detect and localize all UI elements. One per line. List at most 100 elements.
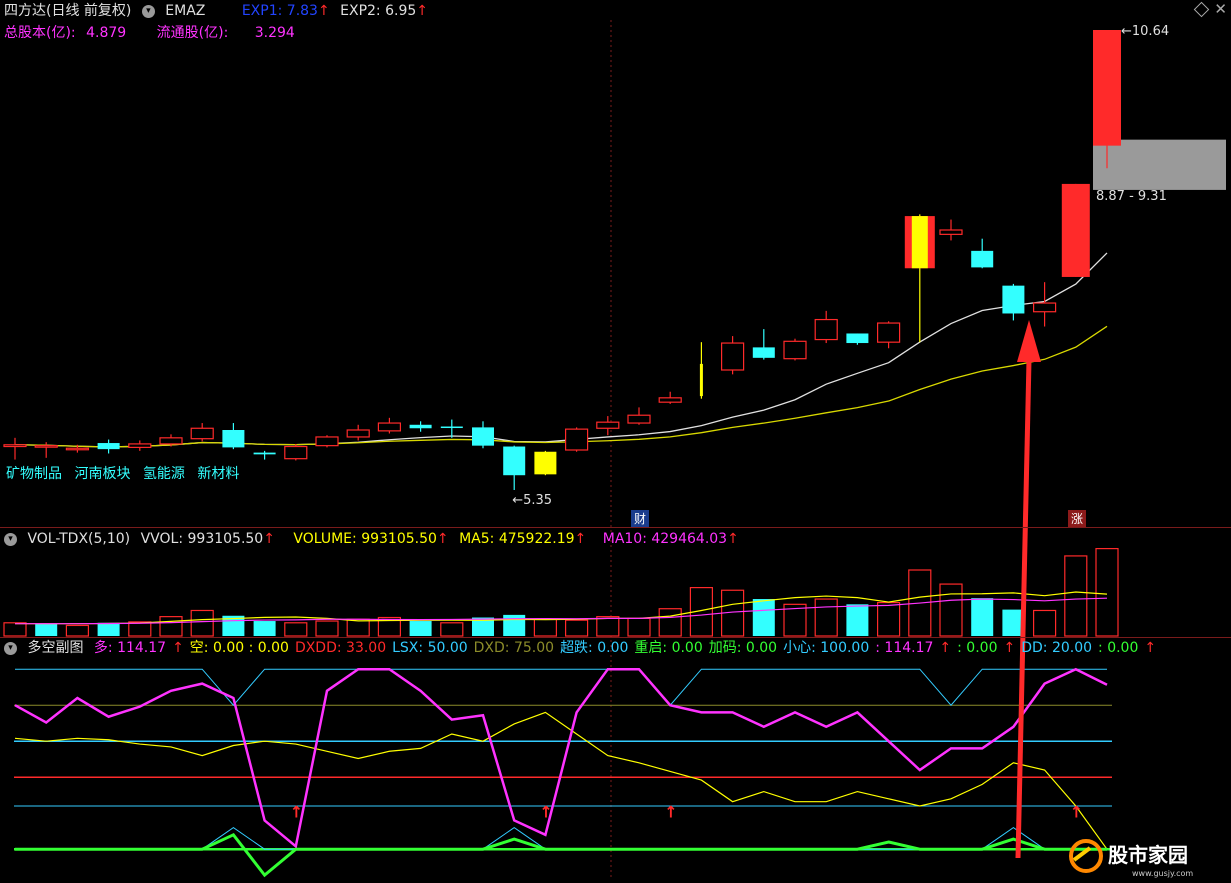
- sub-indicator-header: ▾ 多空副图 多: 114.17 ↑ 空: 0.00 : 0.00 DXDD: 33.…: [4, 639, 1168, 657]
- up-arrow-icon: ↑: [436, 531, 449, 547]
- chevron-down-icon[interactable]: ▾: [4, 532, 17, 546]
- low-price-label: ←5.35: [512, 493, 552, 508]
- sub-indicator-value: : 114.17: [875, 640, 934, 656]
- candle-body: [876, 322, 901, 343]
- ma10-value: MA10: 429464.03: [602, 531, 728, 547]
- up-arrow-icon: ↑: [172, 640, 184, 656]
- volume-bar: [564, 619, 589, 637]
- sub-indicator-value: : 0.00: [1098, 640, 1139, 656]
- sub-indicator-name[interactable]: 多空副图: [27, 640, 84, 656]
- volume-bar: [65, 624, 90, 637]
- volume-bar: [876, 601, 901, 637]
- candle-body: [720, 342, 745, 371]
- stock-title[interactable]: 四方达(日线 前复权): [4, 3, 132, 19]
- volume-bar: [783, 603, 807, 637]
- chevron-down-icon[interactable]: ▾: [141, 4, 155, 18]
- candle-body: [190, 427, 214, 440]
- main-chart-header: 四方达(日线 前复权) ▾ EMAZ EXP1: 7.83↑ EXP2: 6.9…: [4, 2, 434, 20]
- volume-bar: [3, 622, 27, 637]
- volume-bar: [752, 599, 775, 636]
- candle-body: [409, 424, 432, 429]
- volume-value: VOLUME: 993105.50: [293, 531, 437, 547]
- volume-bar: [939, 583, 963, 637]
- volume-bar: [190, 609, 214, 637]
- cyan-low-line: [15, 826, 1107, 850]
- volume-bar: [689, 586, 714, 637]
- concept-tag[interactable]: 河南板块: [74, 466, 131, 482]
- candle-body: [658, 397, 682, 403]
- volume-bar: [377, 616, 401, 637]
- up-arrow-icon: ↑: [939, 640, 952, 656]
- up-arrow-icon: ↑: [263, 531, 275, 547]
- volume-bar: [346, 618, 370, 637]
- volume-bar: [814, 598, 838, 637]
- finance-tag[interactable]: 财: [631, 510, 650, 527]
- up-arrow-icon: ↑: [317, 3, 330, 19]
- green-line: [15, 832, 1107, 878]
- volume-bar: [128, 621, 152, 637]
- watermark-logo: 股市家园 www.gusjy.com: [1069, 839, 1193, 878]
- volume-bar: [533, 618, 558, 637]
- volume-bar: [1002, 609, 1025, 636]
- sub-indicator-value: 重启: 0.00: [634, 640, 703, 656]
- candle-body: [1032, 302, 1057, 313]
- sub-indicator-value: DXDD: 33.00: [294, 640, 387, 656]
- candle-body: [253, 452, 276, 455]
- limit-up-tag[interactable]: 涨: [1068, 510, 1087, 527]
- total-shares-value: 4.879: [86, 25, 127, 41]
- volume-bar: [284, 622, 308, 637]
- candle-body: [911, 216, 928, 269]
- up-arrow-icon: ↑: [727, 531, 739, 547]
- candle-body: [699, 363, 703, 397]
- candle-body: [472, 427, 494, 446]
- candle-body: [627, 414, 651, 424]
- candle-body: [346, 429, 370, 438]
- candle-body: [315, 436, 339, 447]
- indicator-name[interactable]: EMAZ: [165, 3, 206, 19]
- chevron-down-icon[interactable]: ▾: [4, 641, 17, 655]
- float-shares-label: 流通股(亿):: [156, 25, 229, 41]
- concept-tag[interactable]: 氢能源: [142, 466, 185, 482]
- panel-separator: [0, 637, 1231, 638]
- candle-body: [503, 446, 526, 476]
- up-arrow-icon: ↑: [1144, 640, 1157, 656]
- vvol-value: VVOL: 993105.50: [140, 531, 264, 547]
- volume-bar: [658, 608, 682, 637]
- candle-body: [128, 443, 152, 448]
- volume-indicator-name[interactable]: VOL-TDX(5,10): [27, 531, 131, 547]
- sub-indicator-value: 多: 114.17: [93, 640, 167, 656]
- close-icon[interactable]: ✕: [1214, 0, 1227, 18]
- sub-indicator-value: 加码: 0.00: [708, 640, 778, 656]
- candle-body: [939, 229, 963, 235]
- candle-body: [3, 444, 27, 448]
- red-arrow-icon: ↑: [539, 803, 552, 822]
- sub-indicator-value: 超跌: 0.00: [560, 640, 629, 656]
- volume-bar: [596, 616, 620, 637]
- svg-text:www.gusjy.com: www.gusjy.com: [1132, 869, 1193, 878]
- concept-tags: 矿物制品 河南板块 氢能源 新材料: [6, 463, 247, 483]
- duo-line: [14, 667, 1108, 849]
- candle-body: [34, 445, 58, 448]
- candle-body: [1002, 285, 1025, 314]
- volume-ma10-line: [15, 597, 1108, 625]
- candle-body: [377, 422, 401, 432]
- concept-tag[interactable]: 矿物制品: [6, 466, 62, 482]
- candle-body: [1093, 30, 1121, 146]
- volume-bar: [315, 620, 339, 637]
- range-label: 8.87 - 9.31: [1096, 189, 1167, 204]
- kong-line: [14, 711, 1108, 850]
- concept-tag[interactable]: 新材料: [197, 466, 240, 482]
- candle-body: [159, 437, 183, 445]
- float-shares-value: 3.294: [254, 25, 295, 41]
- ma5-value: MA5: 475922.19: [459, 531, 575, 547]
- share-info: 总股本(亿): 4.879 流通股(亿): 3.294: [4, 24, 301, 42]
- ma-line-yellow: [14, 325, 1108, 448]
- sub-indicator-value: 小心: 100.00: [783, 640, 870, 656]
- candle-body: [97, 443, 120, 450]
- sub-indicator-value: 空: 0.00 : 0.00: [189, 640, 289, 656]
- candle-body: [1061, 183, 1090, 277]
- exp1-value: EXP1: 7.83: [241, 3, 318, 19]
- candle-body: [814, 318, 838, 341]
- panel-separator: [0, 527, 1231, 528]
